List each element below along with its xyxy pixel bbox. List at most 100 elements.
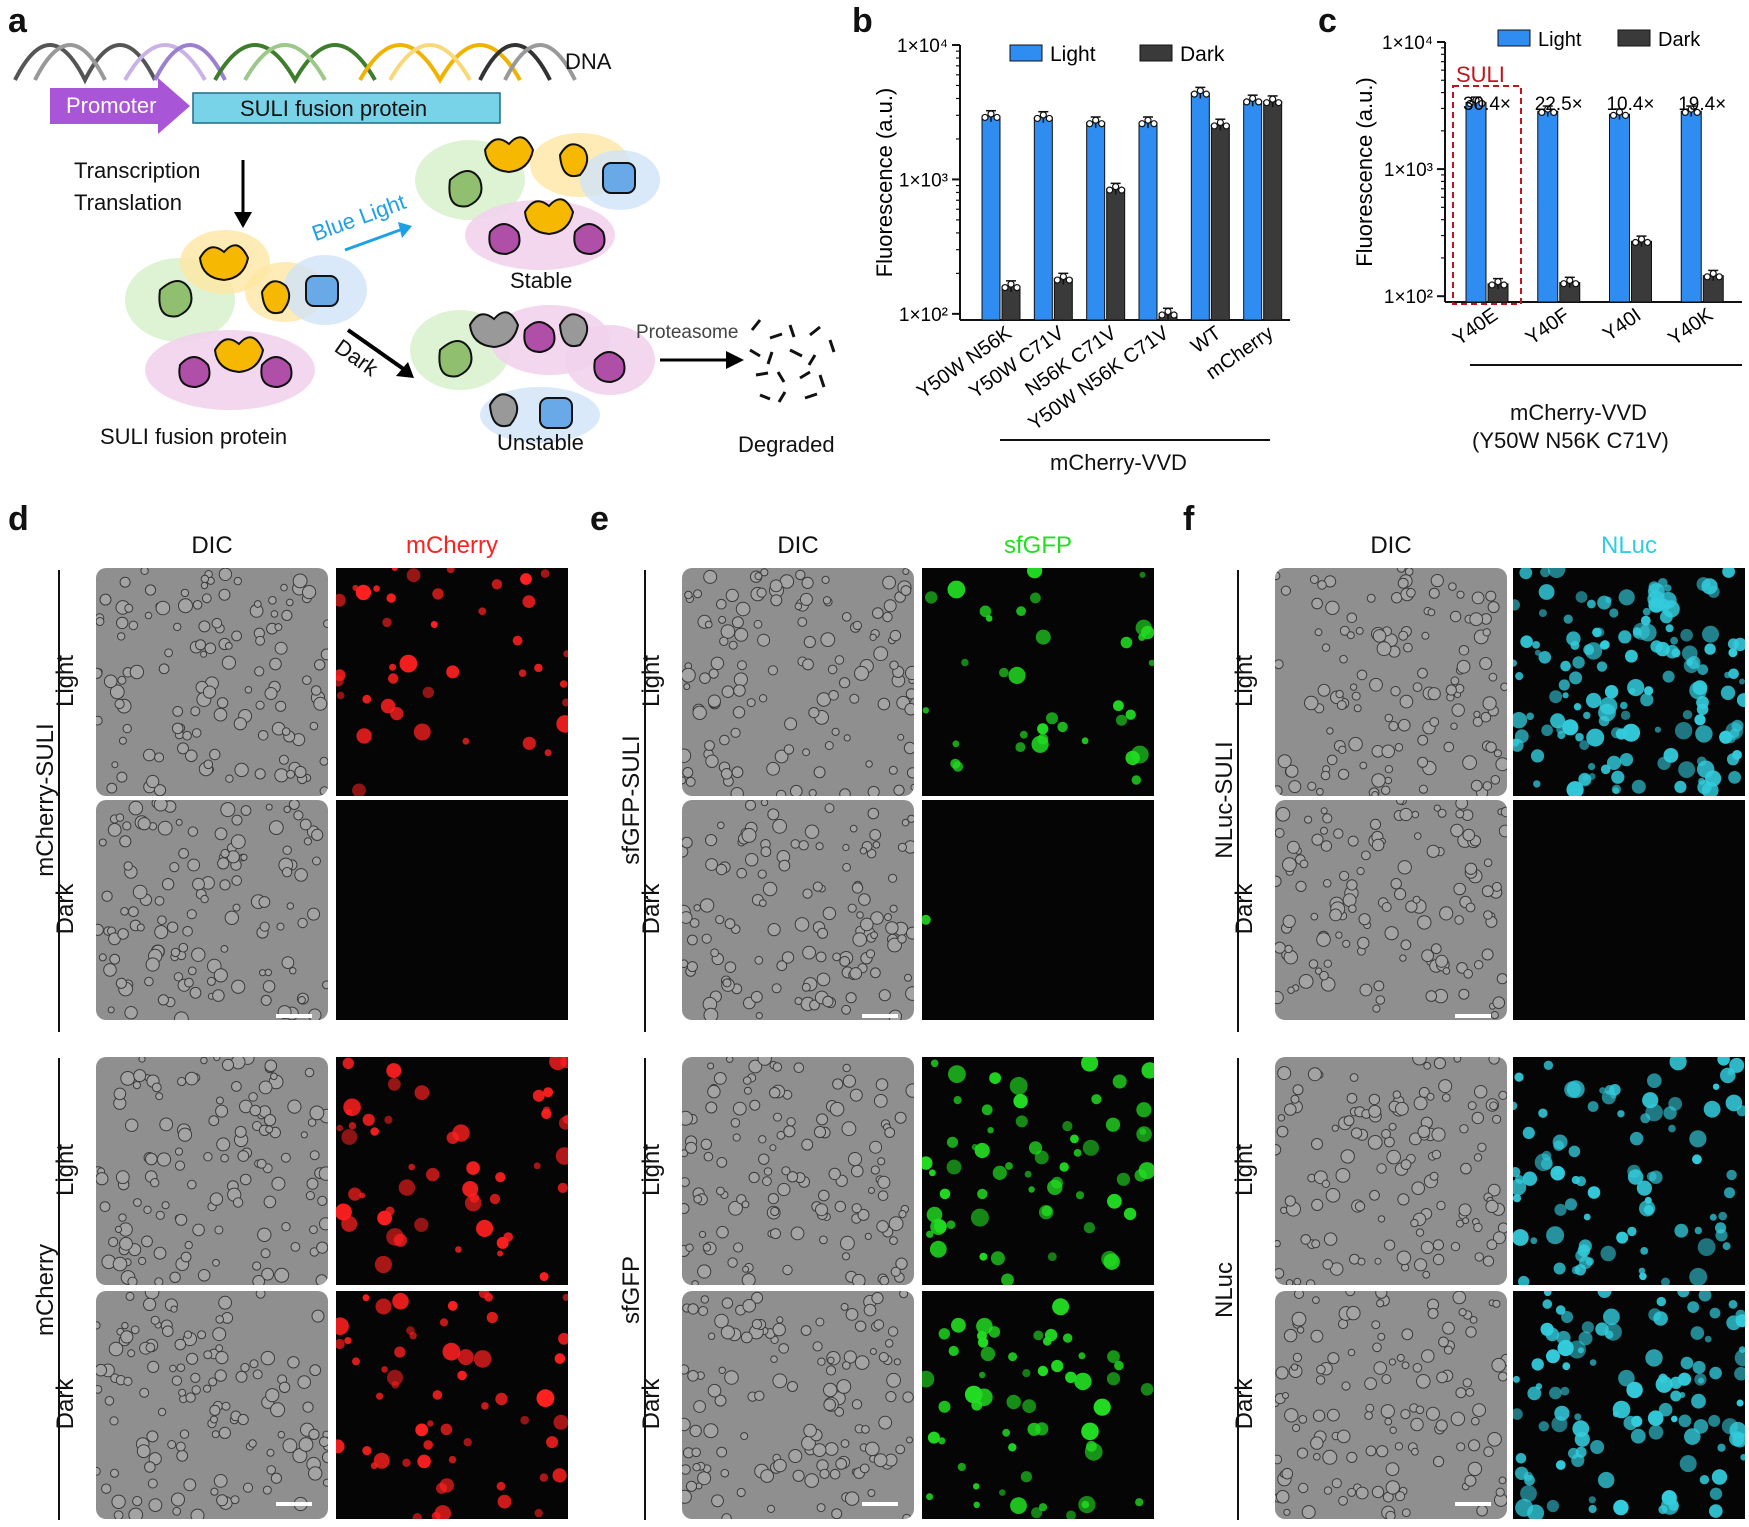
cell [1678, 761, 1695, 778]
cell [478, 607, 487, 616]
proteasome-label: Proteasome [636, 322, 739, 343]
data-point [1255, 98, 1263, 106]
cell [184, 1071, 199, 1086]
data-point [1001, 283, 1009, 292]
cell [1298, 1482, 1309, 1494]
cell [146, 774, 160, 789]
cell [128, 1507, 144, 1519]
cell [1562, 1362, 1571, 1371]
cell [841, 612, 852, 622]
cell [214, 1225, 224, 1235]
panel-d-fluor-2 [336, 1057, 568, 1285]
cell [816, 1113, 829, 1126]
cell [1725, 1094, 1743, 1112]
cell [684, 590, 693, 600]
cell [178, 598, 193, 614]
cell [417, 1454, 431, 1469]
cell [714, 1313, 729, 1329]
cell [386, 593, 396, 603]
cell [432, 1390, 443, 1400]
cell [253, 600, 262, 608]
cell [758, 899, 767, 907]
panel-d-col-dic: DIC [191, 532, 233, 559]
cell [554, 1353, 566, 1364]
cell [1599, 640, 1609, 650]
cell [1296, 1447, 1309, 1459]
cell [742, 1265, 750, 1273]
cell [187, 966, 197, 976]
cell [1663, 1106, 1677, 1120]
cell [1116, 1172, 1130, 1186]
cell [1568, 1145, 1581, 1158]
cell [815, 1317, 825, 1327]
cell [839, 677, 851, 689]
cell [1286, 840, 1300, 854]
cell [875, 1078, 889, 1091]
bar-light [1086, 122, 1106, 321]
cell [184, 1240, 193, 1250]
cell [123, 1376, 133, 1387]
panel-e-scalebar-1 [862, 1014, 898, 1018]
cell [1342, 939, 1351, 948]
cell [440, 1423, 453, 1436]
cell [790, 1226, 805, 1241]
cell [1323, 1486, 1333, 1495]
cell [1106, 1372, 1121, 1386]
cell [1369, 677, 1383, 692]
cell [946, 1220, 956, 1229]
cell [1384, 1239, 1396, 1251]
cell [922, 914, 931, 925]
cell [865, 949, 876, 959]
cell [753, 619, 763, 629]
cell [1617, 1110, 1625, 1118]
cell [286, 598, 294, 607]
panel-e-scalebar-2 [862, 1502, 898, 1506]
cell [697, 1264, 712, 1279]
cell [1138, 1162, 1154, 1180]
cell [1311, 597, 1323, 610]
cell [754, 955, 764, 965]
cell [254, 666, 265, 677]
cell [876, 1220, 889, 1233]
cell [772, 1062, 783, 1072]
cell [783, 744, 795, 755]
cell [446, 568, 455, 574]
cell [1093, 1398, 1111, 1416]
cell [1301, 1505, 1316, 1519]
cell [252, 1261, 262, 1271]
cell [903, 741, 914, 755]
cell [154, 925, 169, 939]
cell [1320, 770, 1331, 781]
bar-light [1190, 92, 1210, 321]
cell [1455, 1387, 1467, 1399]
panel-f-dic-0-cells [1275, 568, 1507, 796]
cell [885, 1391, 897, 1403]
cell [877, 1157, 886, 1166]
cell [1322, 1449, 1338, 1465]
cell [906, 1436, 913, 1444]
bar-light [1033, 116, 1053, 321]
cell [1047, 1179, 1063, 1195]
cell [845, 1308, 859, 1321]
cell [889, 1236, 898, 1246]
cell [699, 898, 715, 913]
cell [816, 1503, 826, 1513]
cell [1627, 679, 1645, 697]
cell [1492, 996, 1506, 1009]
cell [750, 990, 763, 1003]
cell [1674, 722, 1693, 740]
cell [1665, 624, 1674, 633]
cell [203, 1152, 213, 1162]
cell [99, 1201, 111, 1213]
cell [115, 813, 125, 822]
cell [215, 1344, 224, 1353]
cell [122, 723, 132, 734]
cell [1107, 1193, 1122, 1209]
cell [263, 1195, 277, 1209]
cell [1498, 824, 1507, 838]
cell [827, 1356, 835, 1365]
cell [310, 685, 322, 696]
cell [213, 707, 228, 722]
cell [1554, 1405, 1570, 1421]
cell [1456, 962, 1468, 974]
